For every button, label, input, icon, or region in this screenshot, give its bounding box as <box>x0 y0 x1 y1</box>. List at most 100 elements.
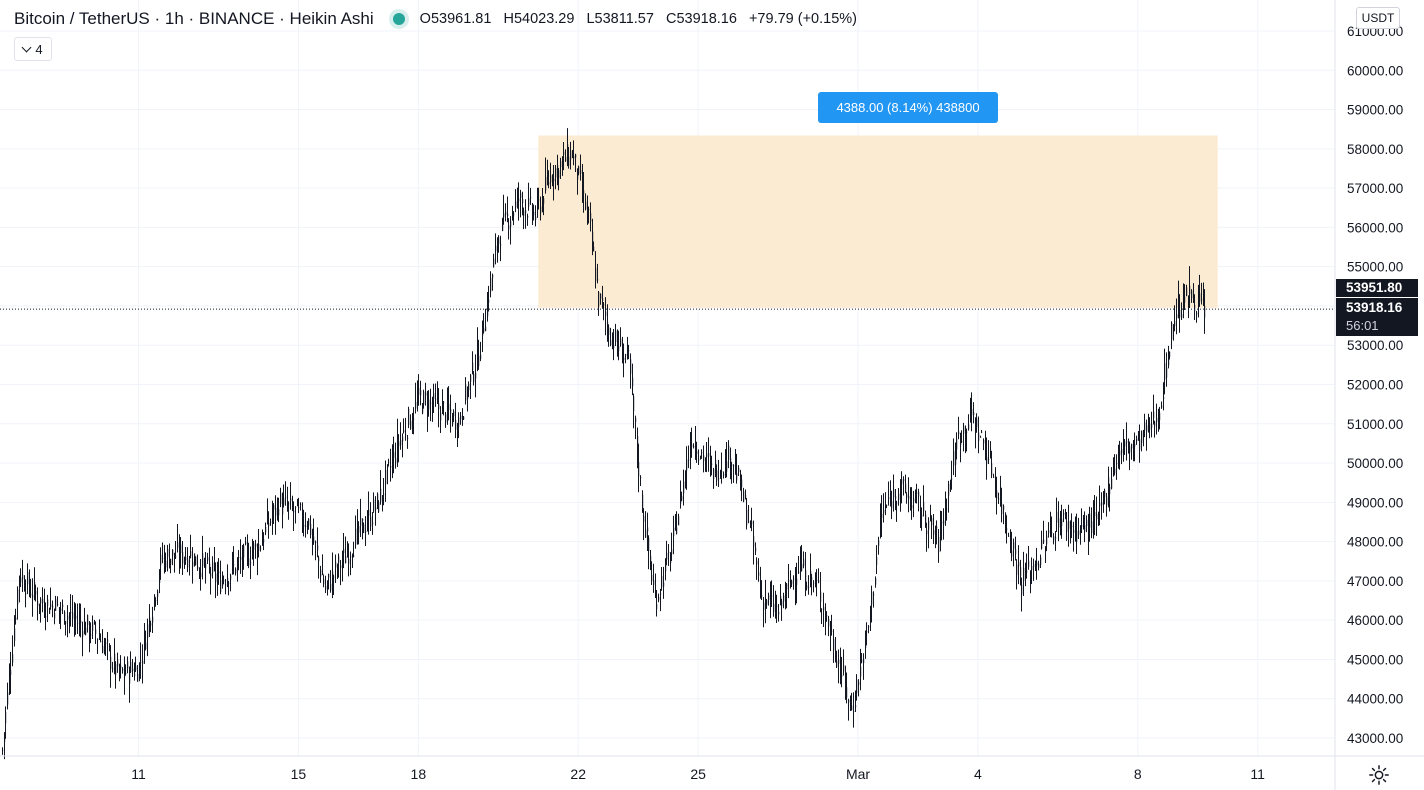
candle-body <box>623 357 625 361</box>
candle-body <box>711 463 713 465</box>
candle-body <box>1094 511 1096 516</box>
candle-body <box>265 526 267 533</box>
candle-body <box>505 211 507 216</box>
candle-body <box>159 578 161 583</box>
candle-body <box>811 577 813 580</box>
candle-body <box>763 602 765 611</box>
candle-body <box>958 431 960 435</box>
candle-body <box>1114 468 1116 474</box>
candle-body <box>52 605 54 608</box>
candle-body <box>152 616 154 623</box>
candle-body <box>985 446 987 448</box>
candle-body <box>706 453 708 458</box>
candle-body <box>1149 423 1151 430</box>
candle-body <box>413 418 415 420</box>
candle-body <box>638 462 640 477</box>
candle-body <box>95 629 97 635</box>
candle-body <box>1138 432 1140 438</box>
candle-body <box>442 403 444 414</box>
candle-body <box>988 459 990 461</box>
candle-body <box>1179 309 1181 318</box>
candle-body <box>408 408 410 425</box>
price-range-box[interactable] <box>538 135 1218 308</box>
candle-body <box>495 245 497 252</box>
candle-body <box>560 161 562 168</box>
candle-body <box>651 574 653 582</box>
candle-body <box>1116 462 1118 464</box>
candle-body <box>745 495 747 497</box>
candle-body <box>815 579 817 581</box>
candle-body <box>528 198 530 207</box>
candle-body <box>908 496 910 500</box>
candle-body <box>59 607 61 609</box>
candle-body <box>821 608 823 610</box>
currency-button[interactable]: USDT <box>1356 7 1400 29</box>
candle-body <box>863 658 865 664</box>
candle-body <box>493 258 495 268</box>
candle-body <box>370 516 372 527</box>
candle-body <box>825 613 827 620</box>
candle-body <box>835 651 837 659</box>
candle-body <box>876 556 878 565</box>
candle-body <box>1154 421 1156 427</box>
candle-body <box>14 628 16 641</box>
market-status-icon[interactable] <box>388 8 410 30</box>
candle-body <box>1075 521 1077 528</box>
y-tick-label: 50000.00 <box>1347 456 1403 471</box>
candle-body <box>74 617 76 619</box>
candle-body <box>20 577 22 583</box>
candle-body <box>19 577 21 585</box>
grid-lines <box>0 0 1335 756</box>
change-value: +79.79 (+0.15%) <box>748 11 857 27</box>
candle-body <box>100 641 102 643</box>
candle-body <box>1201 299 1203 301</box>
candle-body <box>540 206 542 214</box>
price-axis[interactable]: 43000.00 44000.00 45000.00 46000.00 47000.00… <box>1347 24 1403 746</box>
candle-body <box>543 198 545 204</box>
gear-icon[interactable] <box>1368 764 1390 786</box>
candle-body <box>473 373 475 382</box>
candle-body <box>162 557 164 559</box>
candle-body <box>313 536 315 543</box>
candle-body <box>750 520 752 523</box>
candle-body <box>462 416 464 419</box>
candle-body <box>1121 449 1123 454</box>
candle-body <box>901 479 903 485</box>
candle-body <box>468 383 470 391</box>
candle-body <box>64 611 66 624</box>
candle-body <box>1173 327 1175 330</box>
candle-body <box>895 496 897 499</box>
candle-body <box>926 530 928 535</box>
candle-body <box>860 666 862 677</box>
candle-body <box>328 574 330 578</box>
candle-body <box>395 458 397 464</box>
candle-body <box>79 617 81 621</box>
candle-body <box>428 399 430 410</box>
candle-body <box>925 514 927 523</box>
candle-body <box>553 178 555 182</box>
symbol-title[interactable]: Bitcoin / TetherUS · 1h · BINANCE · Heik… <box>14 9 374 28</box>
candle-body <box>978 432 980 441</box>
candle-body <box>1089 513 1091 528</box>
indicators-toggle-button[interactable]: 4 <box>14 37 52 61</box>
current-price-value: 53918.16 <box>1346 300 1403 315</box>
time-axis[interactable]: 11 15 18 22 25 Mar 4 8 11 <box>131 766 1265 782</box>
x-tick-label: 11 <box>1250 766 1265 782</box>
candle-body <box>691 444 693 447</box>
candle-body <box>1025 574 1027 579</box>
candle-body <box>167 548 169 558</box>
price-tag-current: 53918.16 56:01 <box>1336 298 1418 336</box>
candle-body <box>720 471 722 476</box>
candle-body <box>633 396 635 412</box>
candle-body <box>650 555 652 564</box>
candle-body <box>690 448 692 456</box>
candle-body <box>1046 535 1048 545</box>
candle-body <box>567 144 569 156</box>
candle-body <box>568 156 570 166</box>
candle-body <box>731 464 733 466</box>
candle-body <box>680 493 682 504</box>
candle-body <box>267 514 269 524</box>
candle-body <box>174 553 176 558</box>
candle-body <box>642 494 644 512</box>
